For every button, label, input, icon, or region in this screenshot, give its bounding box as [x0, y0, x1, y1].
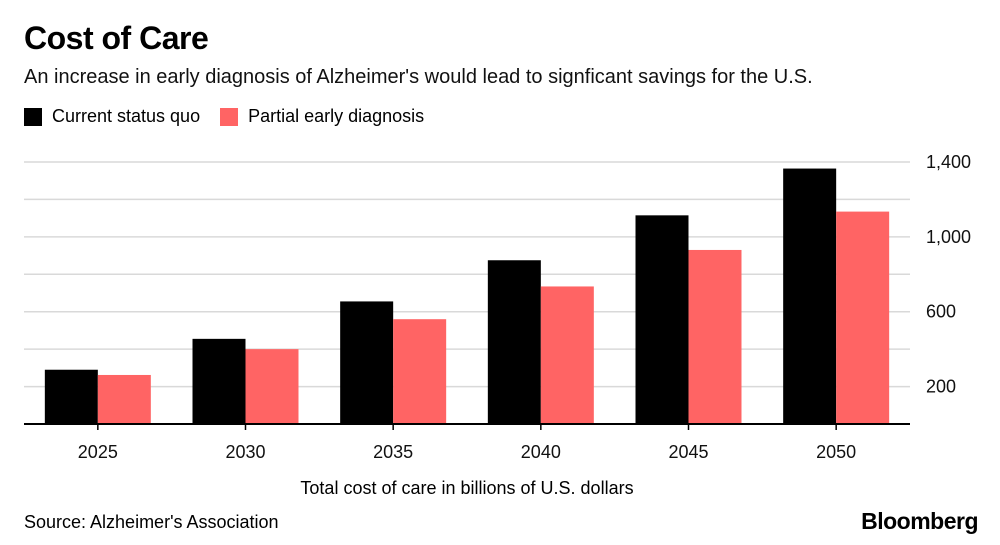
x-axis-label: Total cost of care in billions of U.S. d…: [300, 478, 634, 498]
bar-early-diagnosis-2025: [97, 374, 151, 424]
bar-status-quo-2035: [340, 301, 394, 424]
y-tick-label-600: 600: [926, 302, 956, 322]
y-tick-label-200: 200: [926, 377, 956, 397]
chart-title: Cost of Care: [24, 20, 209, 56]
bar-status-quo-2045: [635, 215, 689, 424]
legend-label-status-quo: Current status quo: [52, 106, 201, 126]
x-tick-label-2040: 2040: [521, 442, 561, 462]
bars-layer: [44, 168, 890, 424]
bar-early-diagnosis-2040: [540, 286, 594, 424]
bar-early-diagnosis-2035: [393, 319, 447, 424]
bar-status-quo-2030: [192, 338, 246, 424]
legend-swatch-early-diagnosis: [220, 107, 239, 126]
x-tick-label-2030: 2030: [225, 442, 265, 462]
y-tick-label-1400: 1,400: [926, 152, 971, 172]
x-tick-label-2025: 2025: [78, 442, 118, 462]
bar-status-quo-2025: [44, 369, 98, 424]
x-tick-label-2050: 2050: [816, 442, 856, 462]
bar-status-quo-2040: [487, 260, 541, 424]
bar-early-diagnosis-2045: [688, 249, 742, 424]
x-tick-label-2035: 2035: [373, 442, 413, 462]
bar-early-diagnosis-2050: [836, 211, 890, 424]
legend-item-early-diagnosis: Partial early diagnosis: [220, 106, 424, 127]
legend-item-status-quo: Current status quo: [24, 106, 200, 127]
bar-early-diagnosis-2030: [245, 349, 299, 424]
legend-label-early-diagnosis: Partial early diagnosis: [248, 106, 425, 126]
chart-subtitle: An increase in early diagnosis of Alzhei…: [24, 66, 813, 88]
bloomberg-logo: Bloomberg: [861, 508, 978, 534]
bar-status-quo-2050: [783, 168, 837, 424]
legend: Current status quo Partial early diagnos…: [24, 106, 444, 127]
legend-swatch-status-quo: [24, 107, 42, 126]
y-tick-label-1000: 1,000: [926, 227, 971, 247]
labels-layer: 200 600 1,000 1,400 2025 2030 2035 2040 2045 2050: [24, 152, 971, 462]
grid-layer: [24, 161, 910, 388]
x-tick-label-2045: 2045: [668, 442, 708, 462]
source-note: Source: Alzheimer's Association: [24, 512, 279, 532]
